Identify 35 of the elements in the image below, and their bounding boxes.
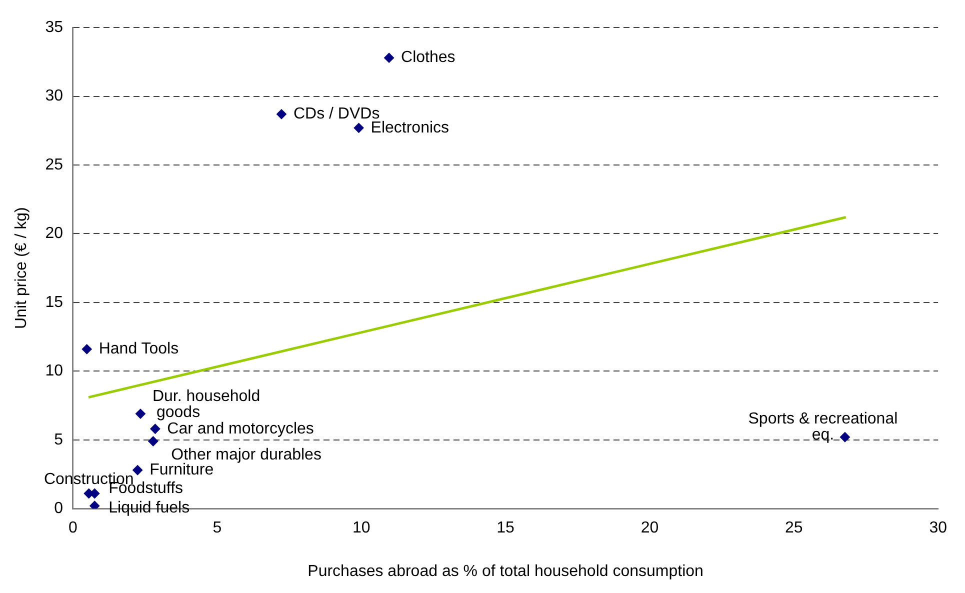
annotation: Furniture bbox=[150, 462, 214, 479]
annotation: Car and motorcycles bbox=[167, 420, 314, 438]
y-tick-label: 0 bbox=[54, 500, 64, 518]
point bbox=[132, 465, 143, 476]
x-tick-label: 20 bbox=[640, 520, 659, 537]
annotation: Sports & recreational eq. bbox=[748, 410, 898, 444]
point bbox=[354, 122, 364, 133]
point bbox=[82, 344, 92, 354]
y-tick-label: 15 bbox=[45, 294, 64, 311]
y-tick-label: 30 bbox=[45, 88, 64, 105]
point bbox=[135, 408, 146, 419]
x-tick-label: 0 bbox=[68, 520, 78, 537]
point bbox=[840, 432, 850, 442]
annotation: Hand Tools bbox=[98, 340, 179, 358]
y-tick-label: 20 bbox=[45, 225, 64, 242]
x-tick-label: 10 bbox=[352, 520, 370, 537]
x-tick-label: 30 bbox=[929, 520, 948, 537]
point bbox=[148, 436, 158, 446]
point bbox=[90, 500, 100, 509]
x-tick-label: 15 bbox=[496, 520, 515, 537]
y-axis-title: Unit price (€ / kg) bbox=[13, 207, 30, 330]
x-tick-label: 25 bbox=[785, 520, 803, 537]
annotation: Clothes bbox=[401, 49, 456, 66]
y-tick-label: 5 bbox=[54, 431, 64, 448]
x-tick-label: 5 bbox=[212, 520, 222, 537]
y-tick-label: 35 bbox=[45, 19, 64, 36]
annotation: Liquid fuels bbox=[108, 499, 190, 516]
point bbox=[384, 52, 394, 63]
y-tick-label: 25 bbox=[45, 156, 64, 174]
annotation: Dur. household goods bbox=[152, 388, 260, 422]
point bbox=[276, 109, 286, 120]
annotation: Other major durables bbox=[171, 446, 322, 464]
x-axis-title: Purchases abroad as % of total household consumption bbox=[308, 562, 704, 580]
point bbox=[150, 424, 160, 434]
y-tick-label: 10 bbox=[45, 362, 64, 380]
